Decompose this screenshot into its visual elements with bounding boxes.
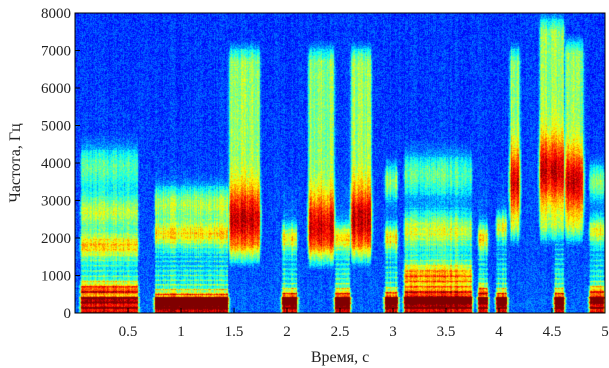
x-tick-label: 5: [601, 324, 609, 340]
x-tick-label: 0.5: [119, 324, 138, 340]
y-tick-label: 0: [64, 306, 72, 322]
y-tick-label: 3000: [41, 194, 71, 210]
x-axis-label: Время, с: [311, 349, 369, 366]
y-tick-label: 6000: [41, 81, 71, 97]
x-tick-label: 3: [389, 324, 397, 340]
x-tick-label: 1.5: [225, 324, 244, 340]
y-tick-label: 7000: [41, 44, 71, 60]
y-tick-label: 2000: [41, 231, 71, 247]
y-tick-label: 4000: [41, 156, 71, 172]
x-axis: 0.5 1 1.5 2 2.5 3 3.5 4 4.5 5: [119, 308, 609, 340]
x-tick-label: 4: [495, 324, 503, 340]
x-tick-label: 3.5: [437, 324, 456, 340]
spectrogram-image: [75, 13, 605, 313]
y-tick-label: 1000: [41, 269, 71, 285]
x-tick-label: 2: [283, 324, 291, 340]
y-tick-label: 8000: [41, 6, 71, 22]
x-tick-label: 4.5: [543, 324, 562, 340]
y-axis: 0 1000 2000 3000 4000 5000 6000 7000 8000: [41, 6, 80, 322]
x-tick-label: 1: [177, 324, 185, 340]
y-axis-label: Частота, Гц: [7, 123, 24, 203]
x-tick-label: 2.5: [331, 324, 350, 340]
y-tick-label: 5000: [41, 119, 71, 135]
